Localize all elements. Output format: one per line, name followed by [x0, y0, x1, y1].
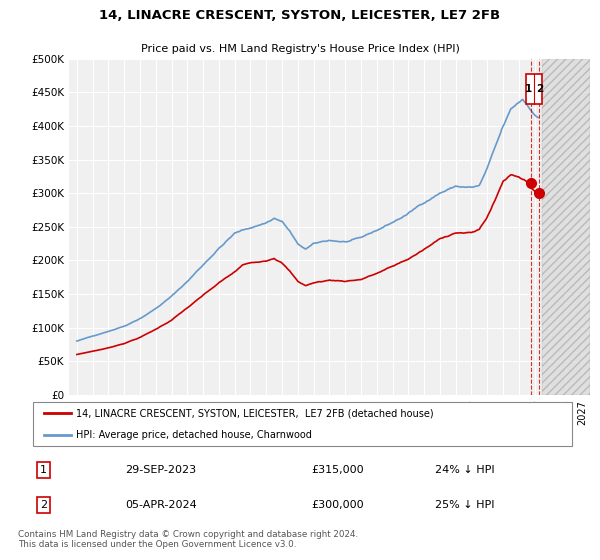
Text: 29-SEP-2023: 29-SEP-2023: [125, 465, 196, 475]
Text: 1: 1: [40, 465, 47, 475]
Text: 24% ↓ HPI: 24% ↓ HPI: [436, 465, 495, 475]
Text: 1: 1: [524, 84, 532, 94]
Text: 2: 2: [536, 84, 543, 94]
Text: Price paid vs. HM Land Registry's House Price Index (HPI): Price paid vs. HM Land Registry's House …: [140, 44, 460, 54]
Bar: [542, 59, 590, 395]
Text: £315,000: £315,000: [311, 465, 364, 475]
Text: 05-APR-2024: 05-APR-2024: [125, 500, 197, 510]
FancyBboxPatch shape: [33, 402, 572, 446]
Text: £300,000: £300,000: [311, 500, 364, 510]
Text: 25% ↓ HPI: 25% ↓ HPI: [436, 500, 495, 510]
Text: HPI: Average price, detached house, Charnwood: HPI: Average price, detached house, Char…: [76, 430, 312, 440]
Text: 2: 2: [40, 500, 47, 510]
Text: 14, LINACRE CRESCENT, SYSTON, LEICESTER,  LE7 2FB (detached house): 14, LINACRE CRESCENT, SYSTON, LEICESTER,…: [76, 408, 434, 418]
Text: Contains HM Land Registry data © Crown copyright and database right 2024.
This d: Contains HM Land Registry data © Crown c…: [18, 530, 358, 549]
Text: 14, LINACRE CRESCENT, SYSTON, LEICESTER, LE7 2FB: 14, LINACRE CRESCENT, SYSTON, LEICESTER,…: [100, 9, 500, 22]
Bar: [526, 74, 542, 104]
